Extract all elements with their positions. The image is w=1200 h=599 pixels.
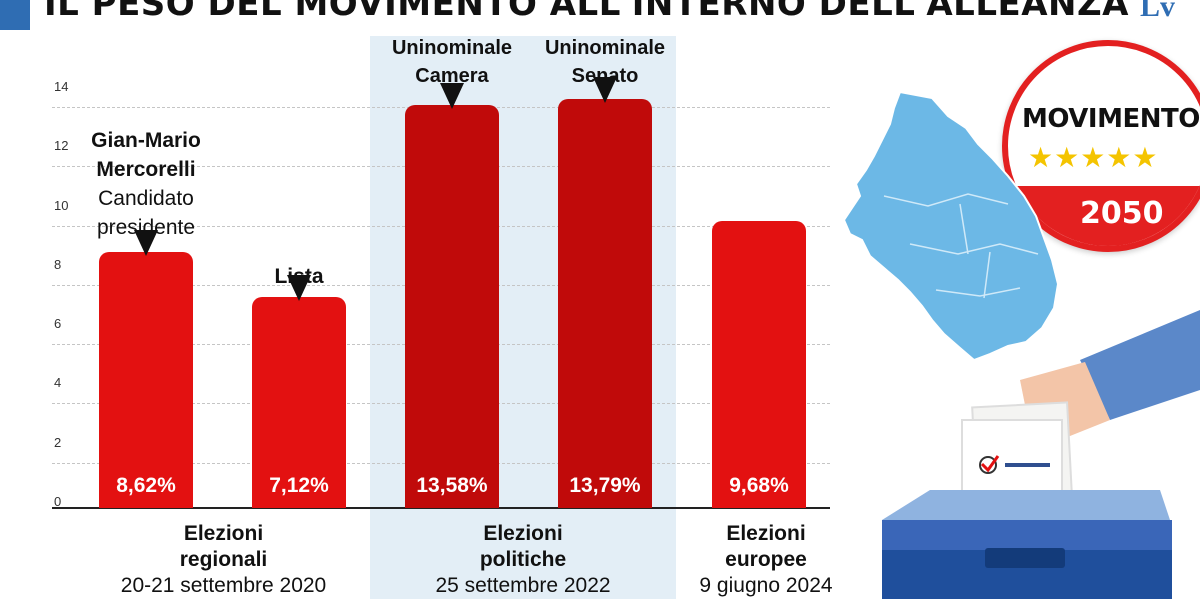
y-tick-label: 8 (54, 256, 62, 272)
down-arrow-icon (593, 77, 617, 104)
publisher-logo: Lv (1140, 0, 1176, 23)
x-group-label: Elezioni politiche 25 settembre 2022 (370, 521, 676, 599)
bar-value-label: 13,79% (569, 473, 641, 497)
down-arrow-icon (134, 230, 158, 257)
group-title: Elezioni regionali (179, 522, 268, 571)
y-tick-label: 2 (54, 434, 62, 450)
x-group-label: Elezioni regionali 20-21 settembre 2020 (96, 521, 351, 599)
annotation-text: Senato (571, 65, 639, 87)
y-tick-label: 4 (54, 375, 62, 391)
y-tick-label: 10 (54, 197, 69, 213)
bar-3: 13,58% (405, 105, 499, 508)
annotation-text: Camera (415, 65, 489, 87)
bar-annotation: Gian-Mario Mercorelli Candidato president… (66, 126, 226, 242)
bar-value-label: 13,58% (416, 473, 488, 497)
bar-1: 8,62% (99, 252, 193, 508)
bar-4: 13,79% (558, 99, 652, 508)
x-axis-line (52, 507, 830, 509)
bar-annotation: Uninominale Senato (515, 34, 695, 90)
annotation-text: Candidato presidente (96, 187, 196, 239)
y-tick-label: 6 (54, 316, 62, 332)
group-date: 9 giugno 2024 (699, 574, 833, 597)
bar-5: 9,68% (712, 221, 806, 508)
y-tick-label: 14 (54, 79, 69, 94)
emblem-stars-icon: ★★★★★ (1028, 142, 1159, 173)
group-title: Elezioni politiche (479, 522, 567, 571)
bar-value-label: 9,68% (729, 473, 789, 497)
group-title: Elezioni europee (725, 522, 807, 571)
emblem-number: 2050 (1080, 196, 1164, 231)
header-accent-square (0, 0, 30, 30)
marche-region-map-icon (842, 90, 1060, 362)
emblem-word: MOVIMENTO (1022, 104, 1200, 134)
down-arrow-icon (440, 83, 464, 110)
annotation-bold-text: Gian-Mario Mercorelli (91, 129, 201, 181)
y-tick-label: 12 (54, 138, 69, 154)
down-arrow-icon (287, 274, 311, 301)
annotation-bold-text: Uninominale (544, 37, 665, 59)
group-date: 20-21 settembre 2020 (120, 574, 327, 597)
page-title: IL PESO DEL MOVIMENTO ALL'INTERNO DELL'A… (44, 0, 1129, 24)
group-date: 25 settembre 2022 (435, 574, 611, 597)
annotation-bold-text: Uninominale (391, 37, 512, 59)
bar-value-label: 8,62% (116, 473, 176, 497)
bar-annotation: Uninominale Camera (362, 34, 542, 90)
x-group-label: Elezioni europee 9 giugno 2024 (686, 521, 846, 599)
bar-value-label: 7,12% (269, 473, 329, 497)
bar-2: 7,12% (252, 296, 346, 508)
y-tick-label: 0 (54, 494, 62, 509)
ballot-box-icon (882, 310, 1200, 599)
